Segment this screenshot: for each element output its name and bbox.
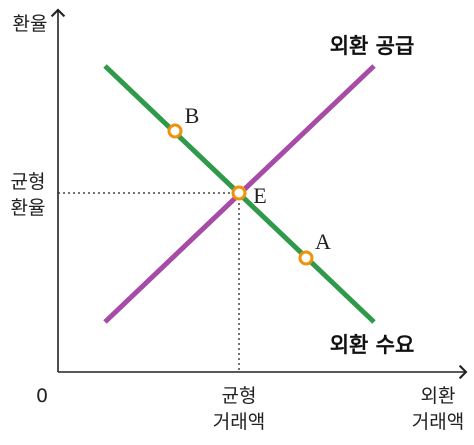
equilibrium-quantity-label: 균형 <box>222 385 257 407</box>
point-a <box>298 250 314 266</box>
equilibrium-rate-label: 환율 <box>11 197 46 219</box>
point-e <box>231 185 247 201</box>
point-a-label: A <box>315 229 331 254</box>
demand-label: 외환 수요 <box>330 333 415 357</box>
supply-label: 외환 공급 <box>330 34 415 58</box>
point-b <box>167 123 183 139</box>
equilibrium-rate-label: 균형 <box>11 171 46 193</box>
x-axis-label: 거래액 <box>412 411 464 433</box>
origin-label: 0 <box>36 385 48 407</box>
point-e-label: E <box>253 183 266 208</box>
equilibrium-quantity-label: 거래액 <box>213 411 265 433</box>
point-b-label: B <box>185 103 200 128</box>
y-axis-label: 환율 <box>13 13 48 35</box>
x-axis-label: 외환 <box>421 385 456 407</box>
